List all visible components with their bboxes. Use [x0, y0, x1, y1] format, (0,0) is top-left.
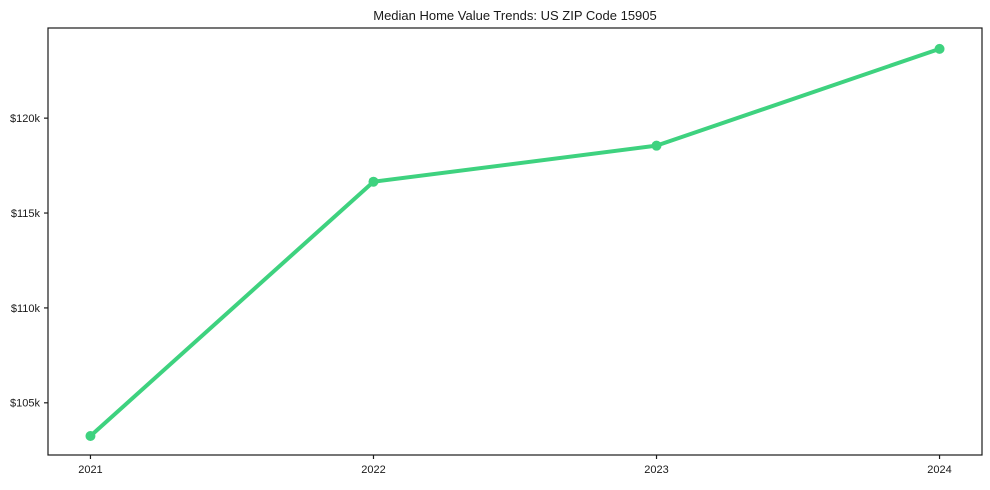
data-point-marker [368, 176, 379, 187]
y-tick-label: $110k [11, 303, 41, 315]
plot-border [47, 27, 983, 456]
x-tick-label: 2023 [644, 464, 668, 476]
y-tick-label: $120k [10, 113, 40, 125]
x-tick-label: 2021 [78, 464, 102, 476]
y-tick-label: $105k [10, 398, 40, 410]
data-point-marker [651, 140, 662, 151]
y-tick-label: $115k [11, 208, 41, 220]
data-point-marker [934, 43, 945, 54]
x-tick-label: 2024 [927, 464, 951, 476]
x-tick-label: 2022 [361, 464, 385, 476]
data-point-marker [85, 431, 96, 442]
chart-title: Median Home Value Trends: US ZIP Code 15… [373, 8, 657, 23]
trend-line [88, 46, 942, 439]
